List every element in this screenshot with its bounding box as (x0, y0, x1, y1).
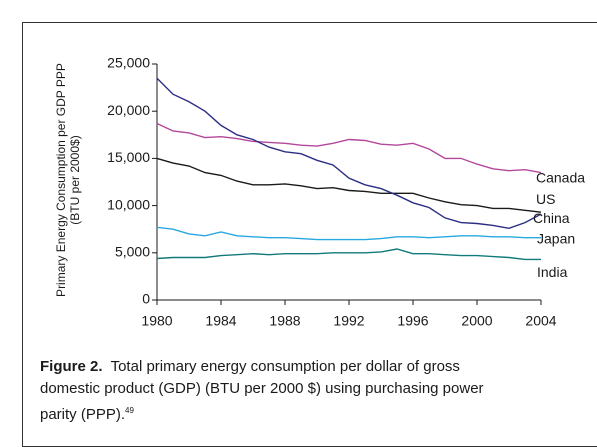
series-label: Japan (537, 230, 575, 246)
caption: Figure 2. Total primary energy consumpti… (40, 356, 510, 426)
series-line (156, 248, 541, 261)
series-label: Canada (536, 169, 585, 185)
x-tick-label: 1996 (397, 313, 428, 329)
x-tick-label: 1980 (141, 313, 172, 329)
y-tick-label: 20,000 (107, 102, 150, 118)
x-tick-label: 1988 (269, 313, 300, 329)
series-label: China (533, 210, 570, 226)
caption-label: Figure 2. (40, 358, 103, 375)
x-tick-label: 2004 (525, 313, 556, 329)
y-axis-label-line: (BTU per 2000$) (68, 135, 82, 224)
x-tick-label: 2000 (461, 313, 492, 329)
series-line (156, 226, 541, 241)
y-tick-label: 15,000 (107, 149, 150, 165)
series-label: US (536, 191, 555, 207)
series-line (156, 157, 542, 213)
y-tick-label: 5,000 (115, 244, 150, 260)
x-tick-label: 1984 (205, 313, 236, 329)
series-label: India (537, 264, 568, 280)
y-tick-label: 10,000 (107, 196, 150, 212)
x-tick-label: 1992 (333, 313, 364, 329)
series-line (156, 122, 542, 174)
y-axis-label-line: Primary Energy Consumption per GDP PPP (54, 63, 68, 297)
series-line (156, 77, 542, 230)
y-tick-label: 0 (142, 291, 150, 307)
y-tick-label: 25,000 (107, 55, 150, 71)
y-axis-label: Primary Energy Consumption per GDP PPP (… (54, 63, 82, 297)
caption-text: Total primary energy consumption per dol… (40, 358, 484, 423)
caption-ref: 49 (125, 406, 134, 415)
